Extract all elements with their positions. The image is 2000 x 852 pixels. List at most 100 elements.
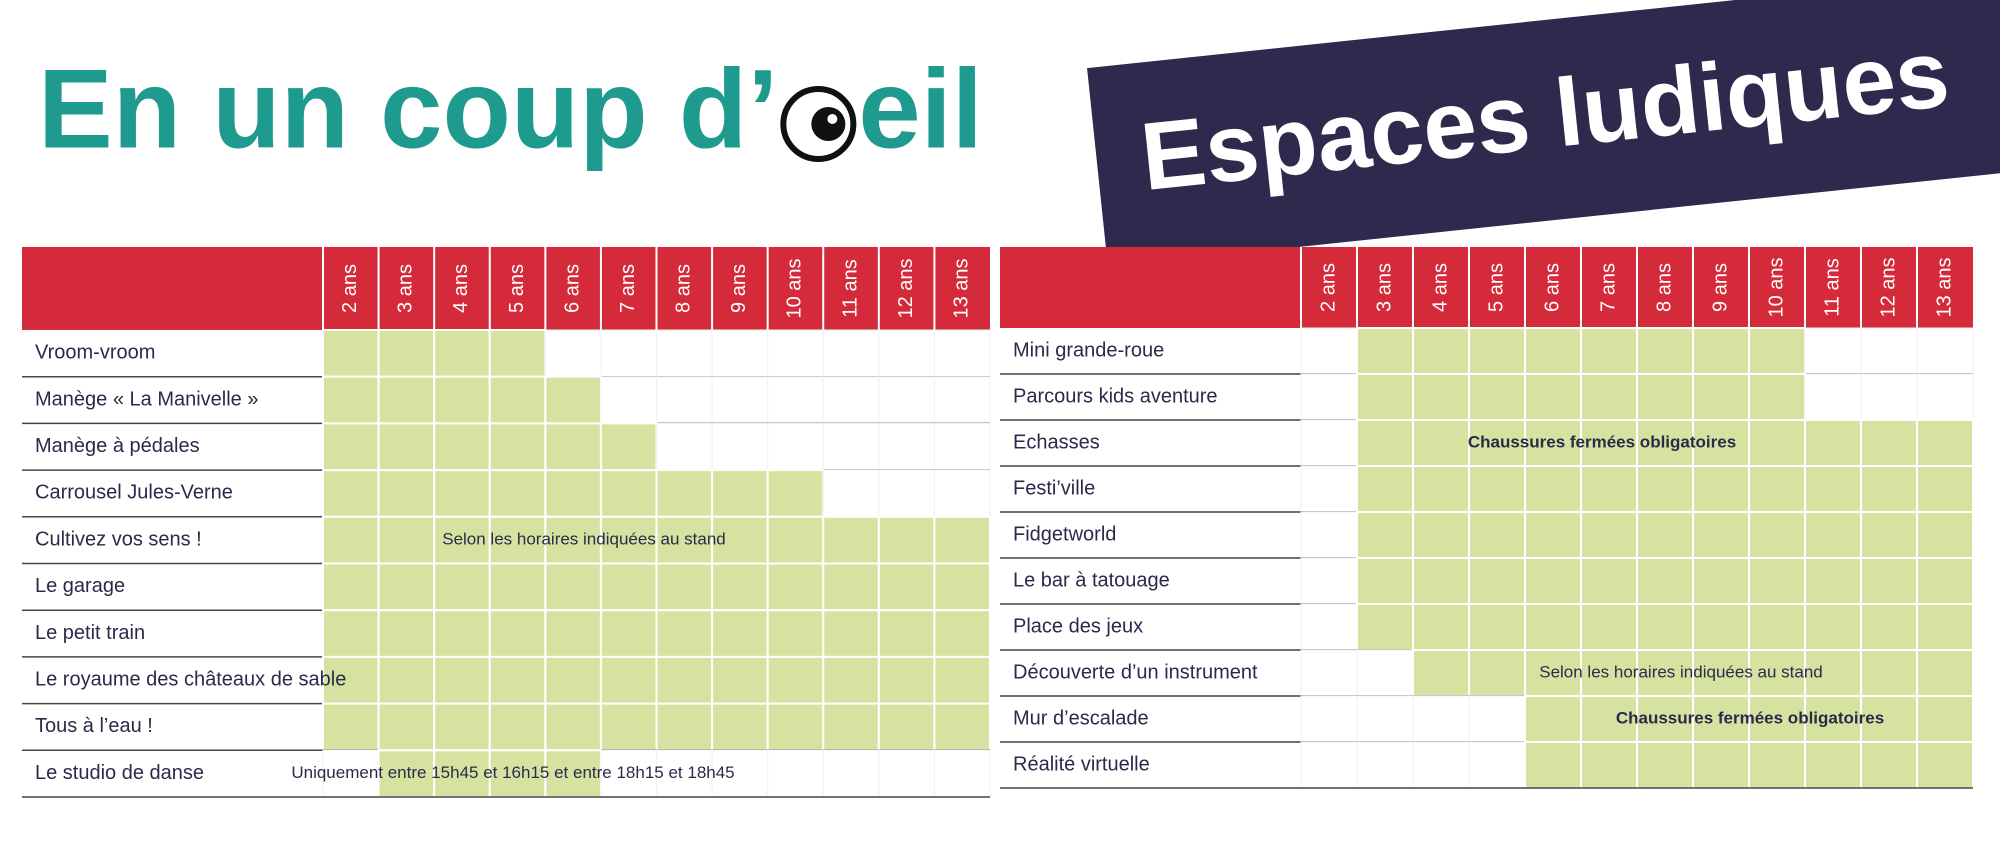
age-cell-open — [766, 562, 825, 612]
activity-label: Mur d’escalade — [1013, 707, 1149, 729]
age-cell-open — [599, 562, 658, 612]
age-cell-closed — [1860, 373, 1918, 421]
age-cell-open — [1916, 649, 1974, 697]
banner-background — [1087, 0, 2000, 268]
age-cell-open — [1524, 465, 1582, 513]
age-column-label: 8 ans — [673, 264, 695, 313]
age-cell-closed — [1468, 741, 1526, 789]
age-cell-open — [1524, 511, 1582, 559]
age-cell-open — [877, 609, 936, 658]
age-cell-open — [1636, 419, 1694, 467]
age-cell-open — [322, 609, 380, 658]
age-cell-open — [877, 515, 936, 565]
age-cell-open — [655, 702, 714, 752]
age-cell-closed — [1356, 695, 1414, 743]
age-cell-closed — [1300, 465, 1358, 513]
age-cell-open — [599, 702, 658, 752]
age-cell-open — [433, 609, 491, 658]
age-cell-open — [544, 609, 602, 658]
age-cell-open — [1692, 695, 1750, 743]
age-cell-open — [711, 655, 769, 705]
age-cell-open — [1916, 465, 1974, 513]
age-cell-closed — [544, 329, 602, 378]
age-cell-closed — [1300, 557, 1358, 605]
activity-label: Le garage — [35, 575, 125, 597]
age-cell-open — [1580, 695, 1638, 743]
age-cell-open — [1636, 327, 1694, 375]
age-cell-open — [1412, 649, 1470, 697]
age-cell-open — [1804, 741, 1862, 789]
age-cell-open — [1524, 741, 1582, 789]
age-cell-open — [1636, 741, 1694, 789]
activity-label: Carrousel Jules-Verne — [35, 482, 233, 504]
age-cell-open — [488, 329, 547, 378]
age-cell-closed — [933, 469, 991, 518]
age-cell-open — [544, 422, 602, 472]
age-cell-open — [488, 609, 547, 658]
age-cell-open — [822, 515, 880, 565]
age-cell-open — [1636, 465, 1694, 513]
age-cell-closed — [933, 329, 991, 378]
activity-label: Fidgetworld — [1013, 523, 1116, 545]
age-column-label: 2 ans — [339, 264, 361, 313]
age-cell-open — [1412, 511, 1470, 559]
age-cell-open — [1860, 465, 1918, 513]
activity-label: Manège à pédales — [35, 435, 200, 457]
activity-label: Tous à l’eau ! — [35, 715, 153, 737]
age-cell-open — [599, 469, 658, 518]
eye-icon — [780, 86, 857, 162]
age-cell-open — [655, 469, 714, 518]
age-cell-open — [1524, 327, 1582, 375]
age-column-label: 6 ans — [1541, 263, 1563, 312]
age-cell-open — [822, 609, 880, 658]
age-cell-open — [1636, 649, 1694, 697]
age-cell-closed — [822, 329, 880, 378]
activity-note: Selon les horaires indiquées au stand — [442, 530, 726, 549]
age-cell-open — [433, 655, 491, 705]
age-cell-open — [1468, 649, 1526, 697]
age-cell-closed — [933, 749, 991, 798]
age-cell-open — [1468, 465, 1526, 513]
activity-label: Cultivez vos sens ! — [35, 528, 202, 550]
age-cell-open — [1748, 741, 1806, 789]
age-column-label: 7 ans — [617, 264, 639, 313]
age-cell-open — [822, 702, 880, 752]
age-cell-closed — [1300, 327, 1358, 375]
age-cell-open — [1692, 327, 1750, 375]
age-cell-open — [766, 655, 825, 705]
age-cell-open — [377, 655, 436, 705]
age-cell-closed — [711, 422, 769, 471]
age-cell-open — [1804, 465, 1862, 513]
activity-label: Le studio de danse — [35, 762, 204, 784]
age-cell-open — [1748, 603, 1806, 651]
age-table: 2 ans 3 ans 4 ans 5 ans 6 ans 7 ans 8 ans 9 ans… — [1000, 247, 1974, 789]
age-column-label: 4 ans — [450, 264, 472, 313]
age-cell-closed — [1300, 603, 1358, 651]
age-cell-open — [1580, 511, 1638, 559]
age-column-label: 9 ans — [728, 264, 750, 313]
age-cell-open — [377, 749, 436, 798]
age-cell-closed — [933, 422, 991, 471]
age-cell-open — [1580, 603, 1638, 651]
activity-label: Le petit train — [35, 622, 145, 644]
age-cell-open — [599, 422, 658, 472]
age-cell-open — [1468, 603, 1526, 651]
age-cell-closed — [1356, 741, 1414, 789]
activity-label: Le royaume des châteaux de sable — [35, 669, 346, 691]
age-cell-open — [1468, 511, 1526, 559]
age-cell-open — [1636, 603, 1694, 651]
age-cell-open — [1860, 695, 1918, 743]
age-cell-open — [933, 609, 992, 658]
age-cell-open — [377, 375, 436, 425]
age-cell-open — [1692, 511, 1750, 559]
age-cell-open — [599, 655, 658, 705]
age-cell-open — [322, 375, 380, 425]
age-cell-open — [1468, 373, 1526, 421]
age-cell-open — [433, 329, 491, 378]
age-cell-open — [433, 562, 491, 612]
age-cell-open — [488, 655, 547, 705]
age-cell-open — [1468, 327, 1526, 375]
table-header — [1000, 247, 1973, 328]
age-cell-open — [1580, 557, 1638, 605]
age-cell-closed — [656, 749, 713, 798]
